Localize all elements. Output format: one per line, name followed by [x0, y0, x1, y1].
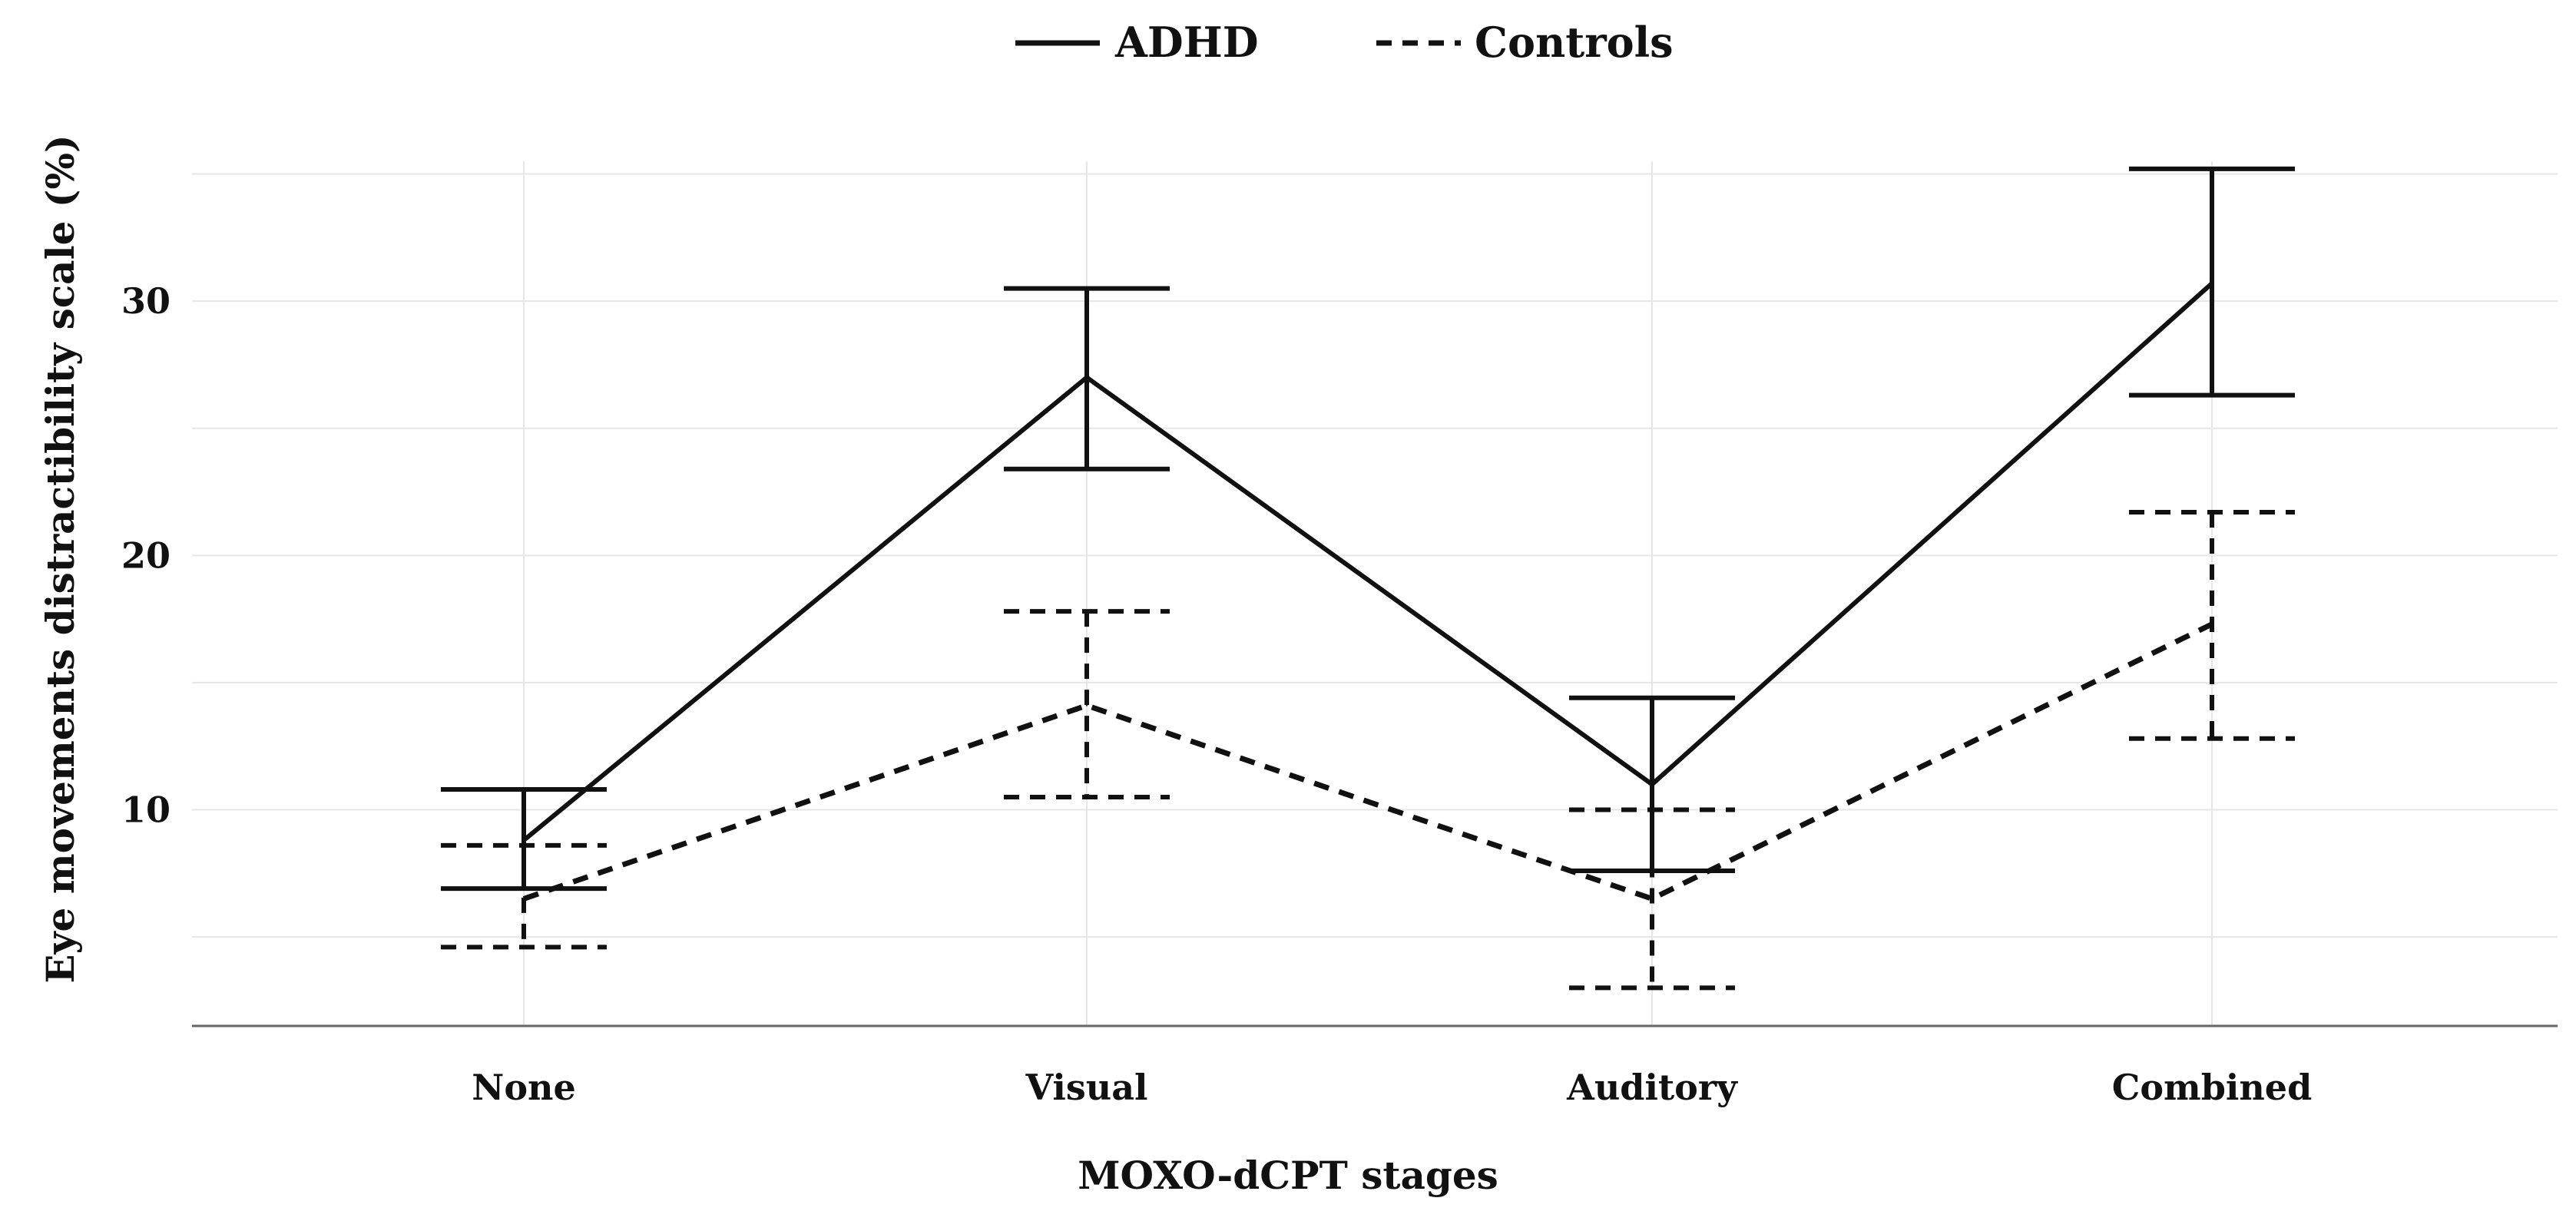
data-point — [523, 898, 525, 900]
x-tick-label: Auditory — [1566, 1067, 1738, 1108]
series-controls — [441, 510, 2295, 991]
ticks-layer: 10 20 30 None Visual Auditory Combined — [121, 280, 2312, 1108]
data-point — [1086, 704, 1088, 706]
data-point — [1651, 783, 1653, 786]
x-axis-title: MOXO-dCPT stages — [1078, 1153, 1498, 1198]
legend-label-controls: Controls — [1475, 18, 1674, 67]
legend-label-adhd: ADHD — [1114, 18, 1259, 67]
x-tick-label: Visual — [1025, 1067, 1148, 1108]
legend-item-adhd: ADHD — [1015, 18, 1259, 67]
y-tick-label: 30 — [121, 280, 171, 322]
y-axis-title: Eye movements distractibility scale (%) — [38, 134, 83, 983]
data-point — [1086, 376, 1088, 379]
data-point — [2211, 282, 2213, 284]
series-line-adhd — [522, 281, 2214, 842]
series-layer — [441, 166, 2295, 991]
data-point — [1651, 898, 1653, 900]
legend-item-controls: Controls — [1376, 18, 1674, 67]
series-adhd — [441, 166, 2295, 892]
x-tick-label: Combined — [2112, 1067, 2312, 1108]
data-point — [523, 839, 525, 842]
y-tick-label: 20 — [121, 534, 171, 576]
series-line-controls — [522, 621, 2213, 902]
x-tick-label: None — [472, 1067, 575, 1108]
data-point — [2211, 623, 2213, 625]
legend: ADHD Controls — [1015, 18, 1674, 67]
y-tick-label: 10 — [121, 789, 171, 831]
